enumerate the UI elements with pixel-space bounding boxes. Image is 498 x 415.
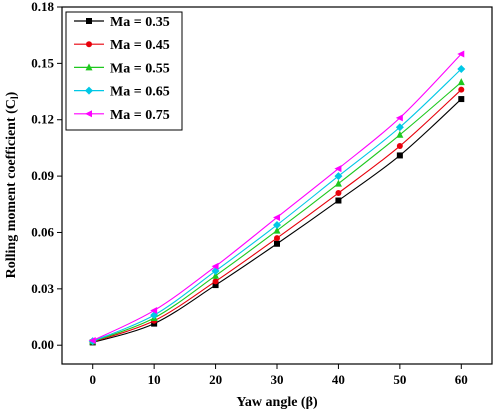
- data-point: [334, 172, 343, 181]
- data-point: [212, 278, 219, 285]
- legend-marker: [85, 86, 93, 95]
- data-point: [457, 78, 465, 86]
- series-line: [92, 98, 462, 343]
- x-tick-label: 10: [148, 372, 161, 387]
- x-tick-label: 60: [455, 372, 468, 387]
- data-point: [273, 220, 281, 229]
- legend-marker: [85, 63, 93, 71]
- legend-label: Ma = 0.35: [110, 15, 170, 30]
- data-point: [211, 262, 219, 270]
- data-point: [335, 190, 342, 197]
- legend-label: Ma = 0.45: [110, 38, 170, 53]
- data-point: [396, 152, 403, 159]
- data-point: [396, 130, 404, 138]
- series-layer: [88, 50, 466, 346]
- axis-ticks: 0 10 20 30 40 50 60 0.00 0.03 0.06 0.09 0.12 0.15 0.1…: [31, 0, 468, 387]
- legend-entry: Ma = 0.35: [74, 15, 170, 30]
- data-point: [274, 240, 280, 247]
- y-tick-label: 0.06: [31, 224, 54, 239]
- y-tick-label: 0.03: [31, 281, 54, 296]
- x-axis-title: Yaw angle (β): [236, 395, 318, 410]
- y-axis-title-main: Rolling moment coefficient (C: [4, 99, 19, 278]
- y-tick-label: 0.15: [31, 55, 54, 70]
- data-point: [334, 179, 342, 187]
- series-0: [89, 96, 465, 346]
- legend-marker: [85, 110, 92, 118]
- data-point: [334, 165, 342, 173]
- data-point: [212, 271, 220, 279]
- data-point: [458, 86, 465, 93]
- y-tick-label: 0.00: [31, 337, 54, 352]
- y-tick-label: 0.18: [31, 0, 54, 14]
- data-point: [273, 213, 280, 221]
- legend-entry: Ma = 0.55: [74, 61, 170, 76]
- data-point: [335, 197, 342, 204]
- x-tick-label: 0: [89, 372, 96, 387]
- data-point: [150, 306, 158, 314]
- data-point: [212, 282, 219, 289]
- legend-label: Ma = 0.65: [110, 85, 170, 100]
- data-point: [395, 123, 404, 132]
- legend-label: Ma = 0.55: [110, 61, 170, 76]
- legend-marker: [86, 18, 92, 24]
- x-tick-label: 50: [393, 372, 406, 387]
- y-axis-title-subscript: l: [10, 96, 21, 99]
- x-tick-label: 30: [271, 372, 284, 387]
- data-point: [458, 96, 465, 103]
- series-4: [88, 50, 465, 345]
- x-tick-label: 20: [209, 372, 222, 387]
- data-point: [88, 337, 96, 345]
- legend-entry: Ma = 0.75: [74, 108, 170, 123]
- y-tick-label: 0.12: [31, 112, 54, 127]
- data-point: [396, 143, 403, 150]
- legend-marker: [86, 41, 92, 48]
- x-tick-label: 40: [332, 372, 345, 387]
- y-axis-title: Rolling moment coefficient (Cl): [4, 91, 21, 278]
- data-point: [273, 226, 281, 234]
- y-tick-label: 0.09: [31, 168, 54, 183]
- legend-entry: Ma = 0.45: [74, 38, 170, 53]
- legend-box: [65, 11, 183, 131]
- legend-label: Ma = 0.75: [110, 108, 170, 123]
- legend-entry: Ma = 0.65: [74, 85, 170, 100]
- y-axis-title-close: ): [4, 91, 19, 96]
- data-point: [457, 50, 465, 58]
- data-point: [395, 114, 403, 122]
- legend: Ma = 0.35 Ma = 0.45 Ma = 0.55 Ma = 0.65 Ma =…: [65, 11, 183, 131]
- data-point: [457, 65, 466, 74]
- data-point: [274, 235, 280, 242]
